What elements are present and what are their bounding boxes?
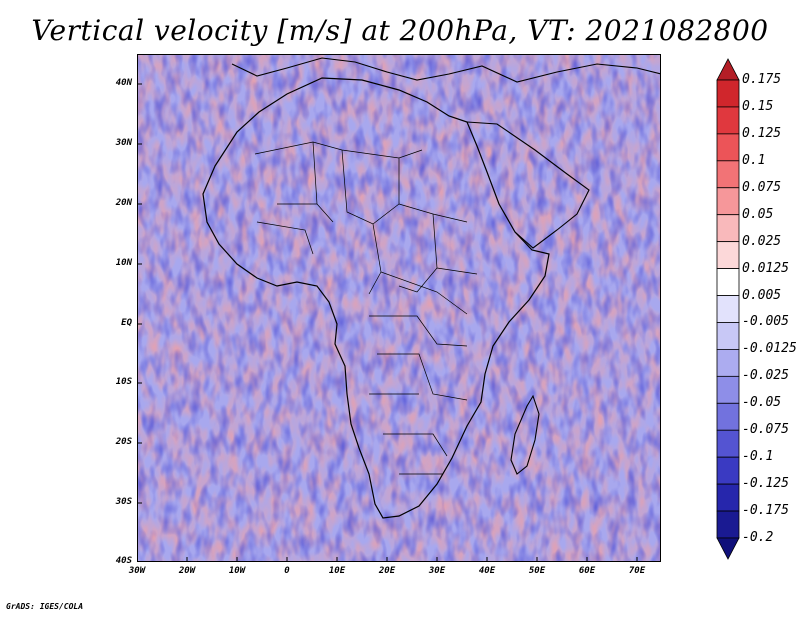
- country-borders: [254, 141, 478, 475]
- chart-title: Vertical velocity [m/s] at 200hPa, VT: 2…: [31, 14, 769, 47]
- map-frame: [137, 54, 661, 562]
- credit-text: GrADS: IGES/COLA: [6, 602, 84, 611]
- colorbar-level-label: -0.0125: [742, 341, 797, 357]
- colorbar-level-label: 0.0125: [742, 260, 789, 276]
- lon-tick-label: 30E: [428, 566, 446, 576]
- arabia-outline: [466, 121, 590, 249]
- colorbar-level-label: -0.175: [742, 503, 789, 519]
- lat-tick-label: 20S: [115, 437, 132, 447]
- colorbar-level-label: -0.125: [742, 476, 789, 492]
- map-panel: [137, 54, 661, 562]
- colorbar-cell: [716, 106, 740, 135]
- colorbar-level-label: -0.025: [742, 368, 789, 384]
- africa-outline: [202, 77, 550, 519]
- colorbar-cell: [716, 349, 740, 377]
- lat-tick-label: 10N: [115, 258, 132, 268]
- colorbar-max-arrow: [716, 58, 740, 81]
- lat-tick-label: 30N: [115, 138, 132, 148]
- lat-tick-label: 40S: [115, 556, 132, 566]
- map-canvas: [137, 54, 661, 562]
- lat-tick-label: 30S: [115, 497, 132, 507]
- colorbar-cell: [716, 79, 740, 108]
- lat-tick-label: EQ: [121, 318, 132, 328]
- lon-tick-label: 20W: [178, 566, 196, 576]
- colorbar-cell: [716, 456, 740, 485]
- colorbar-cell: [716, 375, 740, 404]
- lon-tick-label: 10E: [328, 566, 346, 576]
- lat-tick-label: 20N: [115, 198, 132, 208]
- colorbar-level-label: 0.15: [742, 98, 774, 114]
- colorbar-level-label: 0.175: [742, 72, 782, 87]
- colorbar-cell: [716, 429, 740, 458]
- colorbar-level-label: 0.1: [742, 152, 766, 168]
- lon-tick-label: 30W: [128, 566, 146, 576]
- colorbar-level-label: -0.2: [742, 530, 774, 545]
- colorbar-min-arrow: [716, 537, 740, 560]
- europe-coast: [231, 57, 661, 83]
- madagascar-outline: [510, 394, 540, 475]
- lon-tick-label: 70E: [628, 566, 646, 576]
- lat-tick-label: 10S: [115, 377, 132, 387]
- colorbar-cell: [716, 187, 740, 216]
- colorbar-level-label: -0.005: [742, 314, 789, 330]
- colorbar-level-label: -0.1: [742, 449, 774, 465]
- colorbar-cell: [716, 214, 740, 243]
- lon-tick-label: 50E: [528, 566, 546, 576]
- colorbar-cell: [716, 133, 740, 162]
- colorbar-cell: [716, 241, 740, 269]
- colorbar-level-label: 0.125: [742, 125, 782, 141]
- colorbar-level-label: -0.075: [742, 422, 789, 438]
- colorbar-level-label: -0.05: [742, 395, 782, 411]
- lon-tick-label: 60E: [578, 566, 596, 576]
- colorbar-level-label: 0.005: [742, 287, 782, 303]
- lon-tick-label: 40E: [478, 566, 496, 576]
- colorbar-level-label: 0.075: [742, 179, 782, 195]
- colorbar-cell: [716, 268, 740, 296]
- field-blue-layer: [137, 54, 661, 562]
- lon-tick-label: 20E: [378, 566, 396, 576]
- lon-tick-label: 0: [284, 566, 290, 576]
- colorbar-cell: [716, 510, 740, 539]
- colorbar-cell: [716, 160, 740, 189]
- colorbar-cell: [716, 402, 740, 431]
- colorbar-cell: [716, 322, 740, 350]
- colorbar-level-label: 0.025: [742, 233, 782, 249]
- colorbar-cell: [716, 483, 740, 512]
- colorbar-level-label: 0.05: [742, 206, 774, 222]
- colorbar-cell: [716, 295, 740, 323]
- colorbar: [716, 58, 740, 560]
- lon-tick-label: 10W: [228, 566, 246, 576]
- lat-tick-label: 40N: [115, 78, 132, 88]
